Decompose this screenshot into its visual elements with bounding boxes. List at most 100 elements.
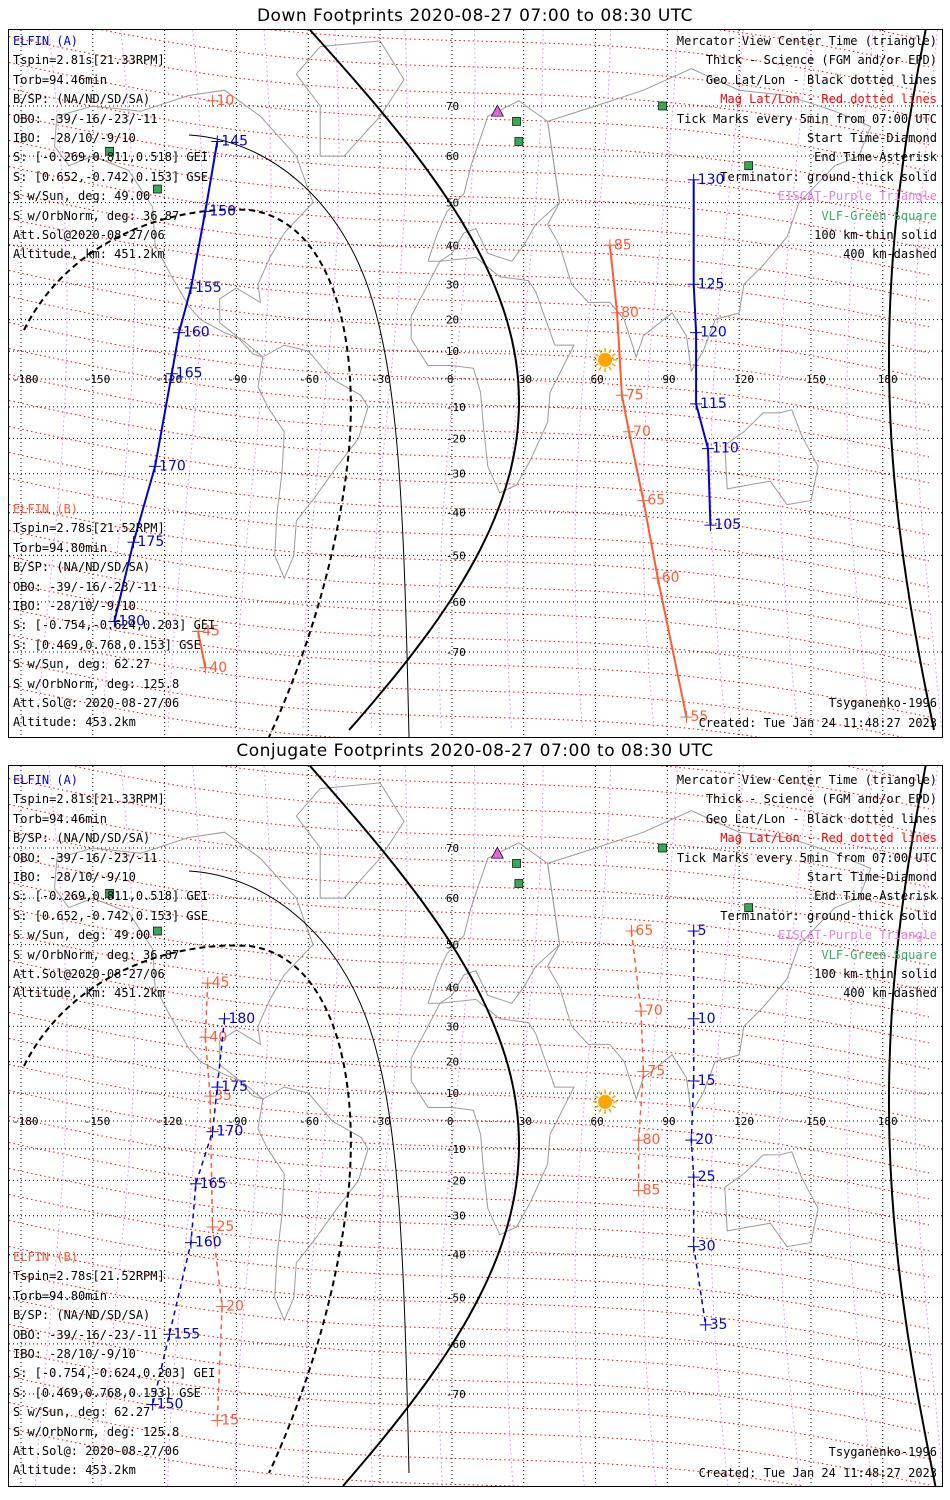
- lon-tick-label: 60: [591, 373, 604, 386]
- elfin-a-line: Att.Sol@2020-08-27/06: [13, 227, 165, 242]
- elfin-b-line: Tspin=2.78s[21.52RPM]: [13, 521, 165, 536]
- vlf-square-icon: [514, 137, 524, 146]
- elfin-a-line: B/SP: (NA/ND/SD/SA): [13, 831, 151, 846]
- tick-label: 45: [202, 623, 220, 639]
- mag-latitude-line: [9, 882, 930, 992]
- elfin-b-line: S: [0.469,0.768,0.153] GSE: [13, 1385, 201, 1400]
- mag-longitude-line: [302, 766, 340, 1486]
- tick-label: 165: [200, 1176, 227, 1192]
- legend-item: Thick - Science (FGM and/or EPD): [705, 792, 937, 807]
- sun-ray: [608, 1108, 612, 1113]
- lon-tick-label: 0: [447, 1115, 454, 1128]
- sun-ray: [608, 1091, 612, 1096]
- map-conjugate-footprints[interactable]: -180 -150 -120 -90 -60 -30 0 30 60 90 120 150 180706…: [9, 766, 942, 1486]
- mag-latitude-line: [9, 1298, 930, 1408]
- mag-latitude-line: [9, 140, 930, 250]
- lat-tick-label: -70: [446, 1388, 466, 1401]
- eiscat-triangle-icon: [490, 104, 504, 117]
- mag-longitude-line: [846, 766, 874, 1486]
- coastline: [53, 89, 314, 358]
- mag-latitude-line: [69, 766, 930, 862]
- legend-item: Mag Lat/Lon - Red dotted lines: [720, 92, 937, 107]
- tick-label: 175: [138, 534, 165, 550]
- terminator-line: [309, 766, 521, 1486]
- vlf-square-icon: [512, 117, 521, 126]
- mag-latitude-line: [9, 1350, 930, 1460]
- elfin-b-line: Tspin=2.78s[21.52RPM]: [13, 1269, 165, 1284]
- sun-ray: [594, 353, 599, 357]
- lat-tick-label: 60: [446, 150, 459, 163]
- elfin-a-line: S w/Sun, deg: 49.00: [13, 928, 151, 943]
- sun-ray: [598, 1091, 602, 1096]
- mag-latitude-line: [9, 1194, 930, 1304]
- mag-longitude-line: [846, 30, 874, 731]
- lat-tick-label: -20: [446, 1174, 466, 1187]
- elfin-b-line: IBO: -28/10/-9/10: [13, 1346, 136, 1361]
- mag-latitude-line: [9, 452, 930, 562]
- tick-label: 155: [195, 280, 222, 296]
- tick-label: 170: [217, 1124, 244, 1140]
- coastline: [547, 810, 872, 1115]
- elfin-a-line: OBO: -39/-16/-23/-11: [13, 111, 158, 126]
- elfin-a-line: S w/Sun, deg: 49.00: [13, 189, 151, 204]
- lon-tick-label: 180: [878, 1115, 898, 1128]
- coastlines: [53, 40, 872, 580]
- mag-longitude-line: [34, 766, 68, 1486]
- elfin-a-line: Altitude, km: 451.2km: [13, 247, 165, 262]
- elfin-a-line: S: [-0.269,0.811,0.518] GEI: [13, 889, 209, 904]
- model-label: Tsyganenko-1996: [828, 1445, 937, 1459]
- tick-label: 120: [700, 325, 727, 341]
- elfin-a-line: Att.Sol@2020-08-27/06: [13, 966, 165, 981]
- tick-label: 130: [698, 172, 725, 188]
- mag-latitude-line: [9, 1272, 930, 1382]
- tick-label: 160: [183, 325, 210, 341]
- legend-item: EISCAT-Purple Triangle: [778, 189, 937, 204]
- mag-longitude-line: [574, 30, 612, 731]
- elfin-b-line: B/SP: (NA/ND/SD/SA): [13, 560, 151, 575]
- tick-label: 70: [633, 424, 651, 440]
- panel-1-title: Down Footprints 2020-08-27 07:00 to 08:3…: [256, 6, 694, 26]
- tick-label: 115: [700, 396, 727, 412]
- sun-disc: [598, 352, 613, 367]
- mag-longitude-line: [167, 766, 204, 1486]
- track-line: [197, 631, 207, 668]
- tick-label: 105: [714, 517, 741, 533]
- sun-icon: [593, 347, 618, 372]
- lat-tick-label: 40: [446, 239, 459, 252]
- mag-latitude-line: [9, 426, 930, 536]
- panel-down-footprints: -180 -150 -120 -90 -60 -30 0 30 60 90 120 150 180 70 6…: [8, 29, 943, 738]
- tick-label: 110: [712, 441, 739, 457]
- mag-longitude-line: [438, 766, 476, 1486]
- lon-tick-label: 60: [591, 1115, 604, 1128]
- legend-item: Geo Lat/Lon - Black dotted lines: [705, 72, 937, 87]
- sun-ray: [594, 1095, 599, 1099]
- elfin-b-line: S w/OrbNorm, deg: 125.8: [13, 676, 180, 691]
- legend: Mercator View Center Time (triangle) Thi…: [677, 771, 937, 1004]
- lat-tick-label: -20: [446, 432, 466, 445]
- mag-latitude-line: [9, 556, 930, 666]
- footprint-400km-line: [23, 208, 352, 737]
- elfin-b-track: 65 70 75 80 85 45 40 35 25 20 15: [199, 923, 665, 1428]
- sun-ray: [598, 366, 602, 371]
- mag-latitude-line: [9, 1142, 930, 1252]
- elfin-a-line: B/SP: (NA/ND/SD/SA): [13, 92, 151, 107]
- tick-label: 20: [695, 1132, 713, 1148]
- tick-label: 60: [662, 570, 680, 586]
- elfin-b-line: S w/OrbNorm, deg: 125.8: [13, 1424, 180, 1439]
- mag-grid: [9, 766, 942, 1486]
- legend-item: 100 km-thin solid: [814, 966, 937, 981]
- mag-latitude-line: [9, 296, 930, 406]
- map-down-footprints[interactable]: -180 -150 -120 -90 -60 -30 0 30 60 90 120 150 180 70 6…: [9, 30, 942, 737]
- track-line: [113, 141, 219, 622]
- sun-ray: [598, 349, 602, 354]
- legend-item: End Time-Asterisk: [814, 889, 937, 904]
- sun-ray: [611, 1105, 616, 1109]
- tick-label: 35: [214, 1088, 232, 1104]
- mag-latitude-line: [9, 192, 930, 302]
- lat-tick-label: 10: [446, 1087, 459, 1100]
- coastline: [724, 1151, 819, 1248]
- elfin-a-line: Torb=94.46min: [13, 72, 107, 87]
- track-line: [630, 930, 645, 1191]
- tick-label: 150: [157, 1396, 184, 1412]
- tick-label: 15: [221, 1412, 239, 1428]
